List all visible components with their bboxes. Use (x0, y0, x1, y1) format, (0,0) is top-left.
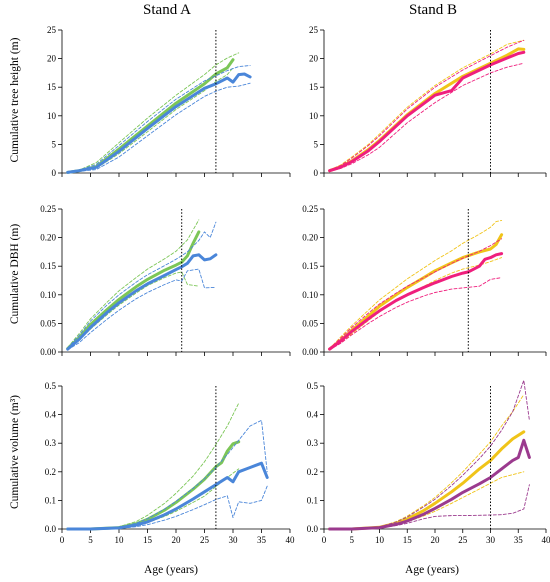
panels: 0 5 10 15 20 25 0 5 10 15 20 25 30 35 40 0 5 10 15 20 25 0 5 10… (40, 25, 550, 545)
y-tick-label: 0.05 (40, 318, 56, 328)
x-tick-label: 25 (200, 535, 210, 545)
y-tick-label: 20 (47, 54, 57, 64)
y-tick-label: 0.25 (40, 204, 56, 214)
y-tick-label: 15 (47, 82, 57, 92)
y-tick-label: 0.10 (302, 290, 318, 300)
xlabel-right: Age (years) (405, 564, 459, 576)
ylabel-dbh: Cumulative DBH (m) (9, 224, 21, 324)
y-tick-label: 15 (309, 82, 319, 92)
y-tick-label: 0.00 (40, 347, 56, 357)
x-tick-label: 0 (322, 535, 327, 545)
panel-B-height: 05101520250510152025303540 (309, 25, 550, 189)
y-tick-label: 0.2 (307, 467, 318, 477)
panel-B-dbh: 0.000.050.100.150.200.250510152025303540 (302, 204, 550, 368)
series-blue-ci-5 (68, 83, 250, 172)
panel-A-dbh: 0.000.050.100.150.200.250510152025303540 (40, 204, 295, 368)
series-green-ci-2 (68, 68, 233, 173)
stand-a-title: Stand A (143, 2, 191, 18)
y-tick-label: 0.4 (307, 410, 319, 420)
y-tick-label: 0.0 (45, 524, 57, 534)
x-tick-label: 5 (350, 535, 355, 545)
y-tick-label: 0.2 (45, 467, 56, 477)
y-tick-label: 0.4 (45, 410, 57, 420)
series-gold-mean-0 (330, 49, 524, 171)
x-tick-label: 40 (542, 535, 550, 545)
y-tick-label: 0.1 (45, 495, 56, 505)
panel-A-height: 05101520250510152025303540 (47, 25, 295, 189)
x-tick-label: 10 (115, 535, 125, 545)
x-tick-label: 10 (375, 535, 385, 545)
y-tick-label: 0.10 (40, 290, 56, 300)
y-tick-label: 0.05 (302, 318, 318, 328)
series-green-ci-2 (68, 272, 199, 349)
y-tick-label: 0.25 (302, 204, 318, 214)
series-pink-ci-5 (330, 278, 502, 350)
x-tick-label: 15 (403, 535, 413, 545)
y-tick-label: 5 (314, 139, 319, 149)
x-tick-label: 35 (257, 535, 267, 545)
x-tick-label: 20 (172, 535, 182, 545)
y-tick-label: 25 (47, 25, 57, 35)
series-gold-ci-2 (330, 472, 524, 529)
y-tick-label: 0.3 (307, 438, 319, 448)
x-tick-label: 25 (458, 535, 468, 545)
y-tick-label: 0.3 (45, 438, 57, 448)
series-blue-mean-3 (68, 255, 216, 349)
series-green-ci-1 (68, 53, 239, 172)
series-green-ci-1 (68, 403, 239, 529)
panel-B-volume: 0.0 0.1 0.2 0.3 0.4 0.5 0 5 10 15 20 25 30 35 40 (307, 380, 550, 545)
panel-A-volume: 0.0 0.1 0.2 0.3 0.4 0.5 0 5 10 15 20 25 30 35 40 (45, 381, 295, 545)
y-tick-label: 0.20 (40, 233, 56, 243)
x-tick-label: 35 (514, 535, 524, 545)
y-tick-label: 0 (314, 168, 319, 178)
ylabel-volume: Cumulative volume (m³) (9, 395, 21, 509)
y-tick-label: 0.20 (302, 233, 318, 243)
y-tick-label: 0.15 (302, 261, 318, 271)
x-tick-label: 30 (486, 535, 496, 545)
x-tick-label: 40 (286, 535, 296, 545)
y-tick-label: 10 (47, 111, 57, 121)
y-tick-label: 0 (52, 168, 57, 178)
y-tick-label: 5 (52, 139, 57, 149)
series-gold-ci-2 (330, 258, 502, 350)
series-gold-mean-0 (330, 432, 524, 529)
series-blue-ci-5 (68, 269, 216, 350)
y-tick-label: 0.0 (307, 524, 319, 534)
y-tick-label: 10 (309, 111, 319, 121)
x-tick-label: 30 (229, 535, 239, 545)
y-tick-label: 20 (309, 54, 319, 64)
x-tick-label: 0 (60, 535, 65, 545)
ylabel-height: Cumulative tree height (m) (9, 37, 21, 162)
series-pink-mean-2 (330, 52, 524, 170)
x-tick-label: 5 (88, 535, 93, 545)
y-tick-label: 0.1 (307, 495, 318, 505)
x-tick-label: 20 (431, 535, 441, 545)
stand-b-title: Stand B (409, 2, 457, 18)
series-pink-mean-3 (330, 254, 502, 350)
xlabel-left: Age (years) (144, 564, 198, 576)
y-tick-label: 0.15 (40, 261, 56, 271)
y-tick-label: 0.5 (45, 381, 57, 391)
y-tick-label: 0.00 (302, 347, 318, 357)
series-purple-mean-3 (330, 440, 530, 529)
y-tick-label: 25 (309, 25, 319, 35)
x-tick-label: 15 (143, 535, 153, 545)
y-tick-label: 0.5 (307, 381, 319, 391)
